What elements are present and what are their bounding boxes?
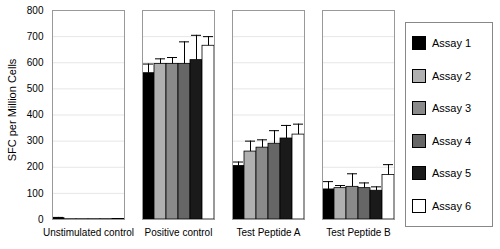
svg-text:Positive control: Positive control <box>145 227 213 238</box>
svg-text:600: 600 <box>27 57 44 68</box>
html-text:Assay 1: Assay 1 <box>432 37 472 50</box>
html-text:Assay 5: Assay 5 <box>432 167 472 180</box>
svg-text:0: 0 <box>38 214 44 225</box>
html-text:Assay 2: Assay 2 <box>432 69 472 82</box>
svg-text:200: 200 <box>27 161 44 172</box>
svg-text:800: 800 <box>27 5 44 16</box>
html-text:Assay 4: Assay 4 <box>432 134 472 147</box>
svg-text:Test Peptide A: Test Peptide A <box>237 227 301 238</box>
svg-text:700: 700 <box>27 31 44 42</box>
html-text:Assay 3: Assay 3 <box>432 102 472 115</box>
svg-text:100: 100 <box>27 188 44 199</box>
svg-text:300: 300 <box>27 135 44 146</box>
svg-text:Test Peptide B: Test Peptide B <box>326 227 391 238</box>
svg-text:Unstimulated control: Unstimulated control <box>43 227 134 238</box>
html-text:SFC per Million Cells: SFC per Million Cells <box>6 58 18 162</box>
svg-text:400: 400 <box>27 109 44 120</box>
html-text:Assay 6: Assay 6 <box>432 199 472 212</box>
svg-text:500: 500 <box>27 83 44 94</box>
